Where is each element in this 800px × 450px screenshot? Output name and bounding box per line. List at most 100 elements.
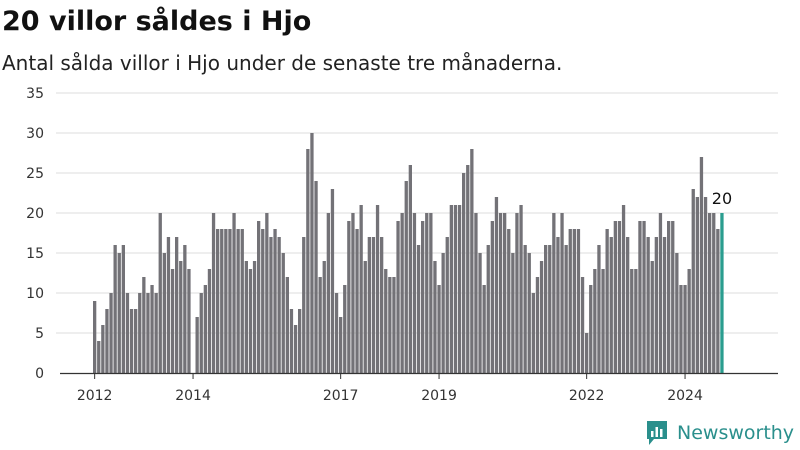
bar [310, 133, 314, 373]
bar [228, 229, 232, 373]
x-tick-label: 2022 [569, 388, 605, 404]
x-tick-label: 2012 [77, 388, 113, 404]
bar [109, 293, 113, 373]
bar [347, 221, 351, 373]
bar [314, 181, 318, 373]
bar [523, 245, 527, 373]
bar [265, 213, 269, 373]
bar [330, 189, 335, 373]
bar [429, 213, 433, 373]
bar [416, 245, 421, 373]
bar [384, 269, 388, 373]
bar [396, 221, 400, 373]
bar [626, 237, 630, 373]
bar [437, 285, 441, 373]
bar [457, 205, 462, 373]
y-tick-label: 5 [35, 326, 44, 342]
y-tick-label: 25 [26, 166, 44, 182]
bar [654, 237, 658, 373]
y-tick-label: 30 [26, 126, 44, 142]
bar [224, 229, 228, 373]
bar [679, 285, 683, 373]
y-tick-label: 10 [26, 286, 44, 302]
bar [716, 229, 720, 373]
bar [236, 229, 240, 373]
bar [634, 269, 638, 373]
bar [150, 285, 154, 373]
bar [630, 269, 634, 373]
bar [285, 277, 289, 373]
bar [585, 333, 589, 373]
bar [302, 237, 306, 373]
bar [97, 341, 101, 373]
bar [539, 261, 544, 373]
bar [400, 213, 404, 373]
y-tick-label: 0 [35, 366, 44, 382]
bar [507, 229, 511, 373]
bar [121, 245, 125, 373]
chart-subtitle: Antal sålda villor i Hjo under de senast… [2, 51, 563, 75]
bar [248, 269, 253, 373]
bar [326, 213, 330, 373]
bar [470, 149, 474, 373]
bar [211, 213, 216, 373]
bar [531, 293, 535, 373]
bar [433, 261, 437, 373]
bar [273, 229, 277, 373]
bar [412, 213, 417, 373]
x-tick-label: 2019 [421, 388, 457, 404]
bar [683, 285, 687, 373]
bar [638, 221, 642, 373]
bar [601, 269, 605, 373]
bar [277, 237, 281, 373]
bar [392, 277, 396, 373]
bar [642, 221, 646, 373]
bar [572, 229, 576, 373]
bar [105, 309, 109, 373]
bar [380, 237, 384, 373]
bar [527, 253, 531, 373]
bar [142, 277, 146, 373]
bar [252, 261, 257, 373]
bar [658, 213, 663, 373]
bar [334, 293, 339, 373]
bar [388, 277, 392, 373]
bar [462, 173, 466, 373]
bar [671, 221, 675, 373]
bar [371, 237, 376, 373]
bar [183, 245, 187, 373]
bar [564, 245, 568, 373]
bar [617, 221, 622, 373]
bar [556, 237, 560, 373]
bar [544, 245, 548, 373]
bar [646, 237, 650, 373]
latest-value-label: 20 [712, 189, 732, 208]
newsworthy-brand: Newsworthy [645, 418, 794, 448]
bar [511, 253, 515, 373]
bar [289, 309, 294, 373]
bar [261, 229, 265, 373]
bar [351, 213, 355, 373]
bar [175, 237, 179, 373]
bar [134, 309, 138, 373]
x-tick-label: 2014 [175, 388, 211, 404]
bar [453, 205, 458, 373]
bar [494, 197, 499, 373]
bar [355, 229, 359, 373]
bar [695, 197, 699, 373]
bar [662, 237, 667, 373]
bar [568, 229, 572, 373]
bar [203, 285, 207, 373]
bar [343, 285, 347, 373]
bar [367, 237, 371, 373]
bar [375, 205, 380, 373]
bar [101, 325, 105, 373]
bar [609, 237, 613, 373]
bar [117, 253, 121, 373]
bars [93, 133, 724, 373]
bar [597, 245, 601, 373]
bar [199, 293, 203, 373]
bar [306, 149, 310, 373]
bar [613, 221, 617, 373]
